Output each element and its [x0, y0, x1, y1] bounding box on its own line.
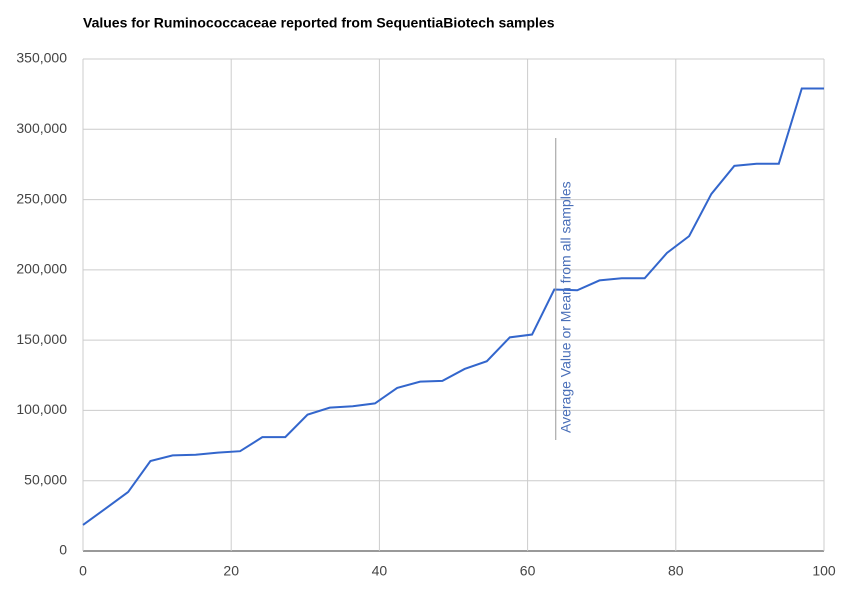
x-tick-label: 20	[223, 563, 239, 579]
y-tick-label: 0	[59, 542, 67, 558]
y-tick-label: 200,000	[16, 261, 67, 277]
data-line	[82, 87, 824, 526]
y-tick-label: 50,000	[24, 471, 67, 487]
y-tick-label: 350,000	[16, 50, 67, 66]
x-tick-label: 0	[79, 563, 87, 579]
x-tick-label: 40	[372, 563, 388, 579]
y-tick-label: 150,000	[16, 331, 67, 347]
x-tick-label: 100	[812, 563, 836, 579]
y-tick-label: 250,000	[16, 190, 67, 206]
chart-title: Values for Ruminococcaceae reported from…	[83, 15, 555, 31]
annotation-text: Average Value or Mean from all samples	[557, 181, 573, 433]
y-tick-label: 100,000	[16, 401, 67, 417]
y-tick-label: 300,000	[16, 120, 67, 136]
x-tick-label: 80	[668, 563, 684, 579]
x-tick-label: 60	[520, 563, 536, 579]
